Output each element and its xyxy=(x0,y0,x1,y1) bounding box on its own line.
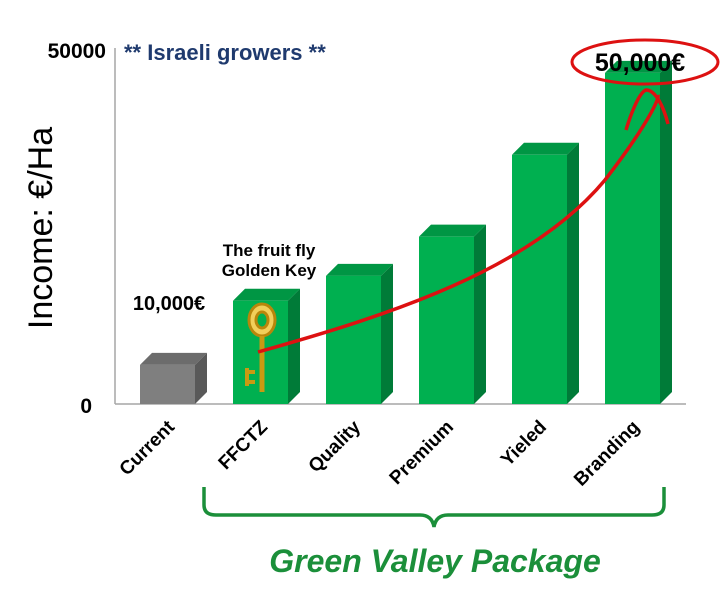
bars-layer xyxy=(140,60,672,405)
chart-title: ** Israeli growers ** xyxy=(124,40,326,65)
bar-front-yieled xyxy=(512,154,567,404)
branding-value-label: 50,000€ xyxy=(595,49,685,77)
value-highlight-ellipse xyxy=(570,38,720,86)
bar-top-branding xyxy=(605,60,672,73)
bar-top-ffctz xyxy=(233,288,300,301)
group-brace xyxy=(202,487,666,528)
bar-top-premium xyxy=(419,224,486,237)
bar-quality xyxy=(326,263,393,404)
bar-side-yieled xyxy=(567,142,579,405)
bar-current xyxy=(140,352,207,404)
y-tick-label-zero: 0 xyxy=(80,395,92,418)
bar-side-branding xyxy=(660,60,672,405)
bar-front-premium xyxy=(419,236,474,404)
bar-side-premium xyxy=(474,224,486,404)
trend-arrow-head xyxy=(624,88,670,131)
bar-branding xyxy=(605,60,672,405)
group-label: Green Valley Package xyxy=(269,543,600,579)
bar-front-branding xyxy=(605,72,660,405)
bar-side-current xyxy=(195,352,207,404)
bar-premium xyxy=(419,224,486,404)
golden-key-icon xyxy=(245,302,277,392)
bar-yieled xyxy=(512,142,579,405)
bar-top-yieled xyxy=(512,142,579,155)
x-tick-label-current: Current xyxy=(116,416,180,480)
x-tick-labels: Current FFCTZ Quality Premium Yieled Branding xyxy=(116,416,644,490)
x-tick-label-branding: Branding xyxy=(570,417,644,491)
bar-top-current xyxy=(140,352,207,365)
key-caption-line2: Golden Key xyxy=(222,261,317,280)
x-tick-label-premium: Premium xyxy=(386,417,458,489)
key-caption-line1: The fruit fly xyxy=(223,241,316,260)
y-tick-label-max: 50000 xyxy=(48,40,106,63)
current-value-label: 10,000€ xyxy=(133,293,205,315)
x-tick-label-quality: Quality xyxy=(305,416,366,477)
trend-arrow xyxy=(257,94,660,354)
bar-front-current xyxy=(140,364,195,404)
bar-side-ffctz xyxy=(288,288,300,404)
y-axis-label: Income: €/Ha xyxy=(22,127,60,329)
x-tick-label-ffctz: FFCTZ xyxy=(215,416,273,474)
bar-side-quality xyxy=(381,263,393,404)
bar-top-quality xyxy=(326,263,393,276)
x-tick-label-yieled: Yieled xyxy=(497,417,551,471)
bar-front-quality xyxy=(326,275,381,404)
